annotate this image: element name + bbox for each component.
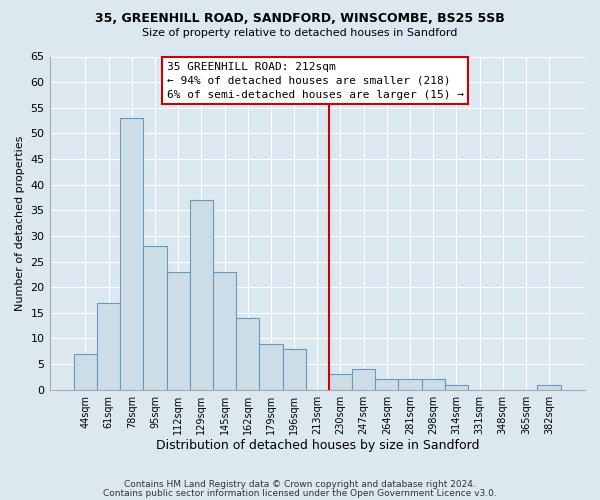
Text: 35, GREENHILL ROAD, SANDFORD, WINSCOMBE, BS25 5SB: 35, GREENHILL ROAD, SANDFORD, WINSCOMBE,…	[95, 12, 505, 26]
Bar	[167, 272, 190, 390]
Bar	[283, 348, 305, 390]
Bar	[445, 384, 468, 390]
Bar	[143, 246, 167, 390]
Text: Size of property relative to detached houses in Sandford: Size of property relative to detached ho…	[142, 28, 458, 38]
Bar	[538, 384, 560, 390]
X-axis label: Distribution of detached houses by size in Sandford: Distribution of detached houses by size …	[155, 440, 479, 452]
Bar	[375, 380, 398, 390]
Bar	[329, 374, 352, 390]
Bar	[236, 318, 259, 390]
Text: Contains public sector information licensed under the Open Government Licence v3: Contains public sector information licen…	[103, 488, 497, 498]
Bar	[213, 272, 236, 390]
Text: Contains HM Land Registry data © Crown copyright and database right 2024.: Contains HM Land Registry data © Crown c…	[124, 480, 476, 489]
Bar	[398, 380, 422, 390]
Bar	[120, 118, 143, 390]
Bar	[422, 380, 445, 390]
Bar	[259, 344, 283, 390]
Bar	[352, 369, 375, 390]
Text: 35 GREENHILL ROAD: 212sqm
← 94% of detached houses are smaller (218)
6% of semi-: 35 GREENHILL ROAD: 212sqm ← 94% of detac…	[167, 62, 464, 100]
Bar	[97, 302, 120, 390]
Bar	[74, 354, 97, 390]
Y-axis label: Number of detached properties: Number of detached properties	[15, 136, 25, 311]
Bar	[190, 200, 213, 390]
